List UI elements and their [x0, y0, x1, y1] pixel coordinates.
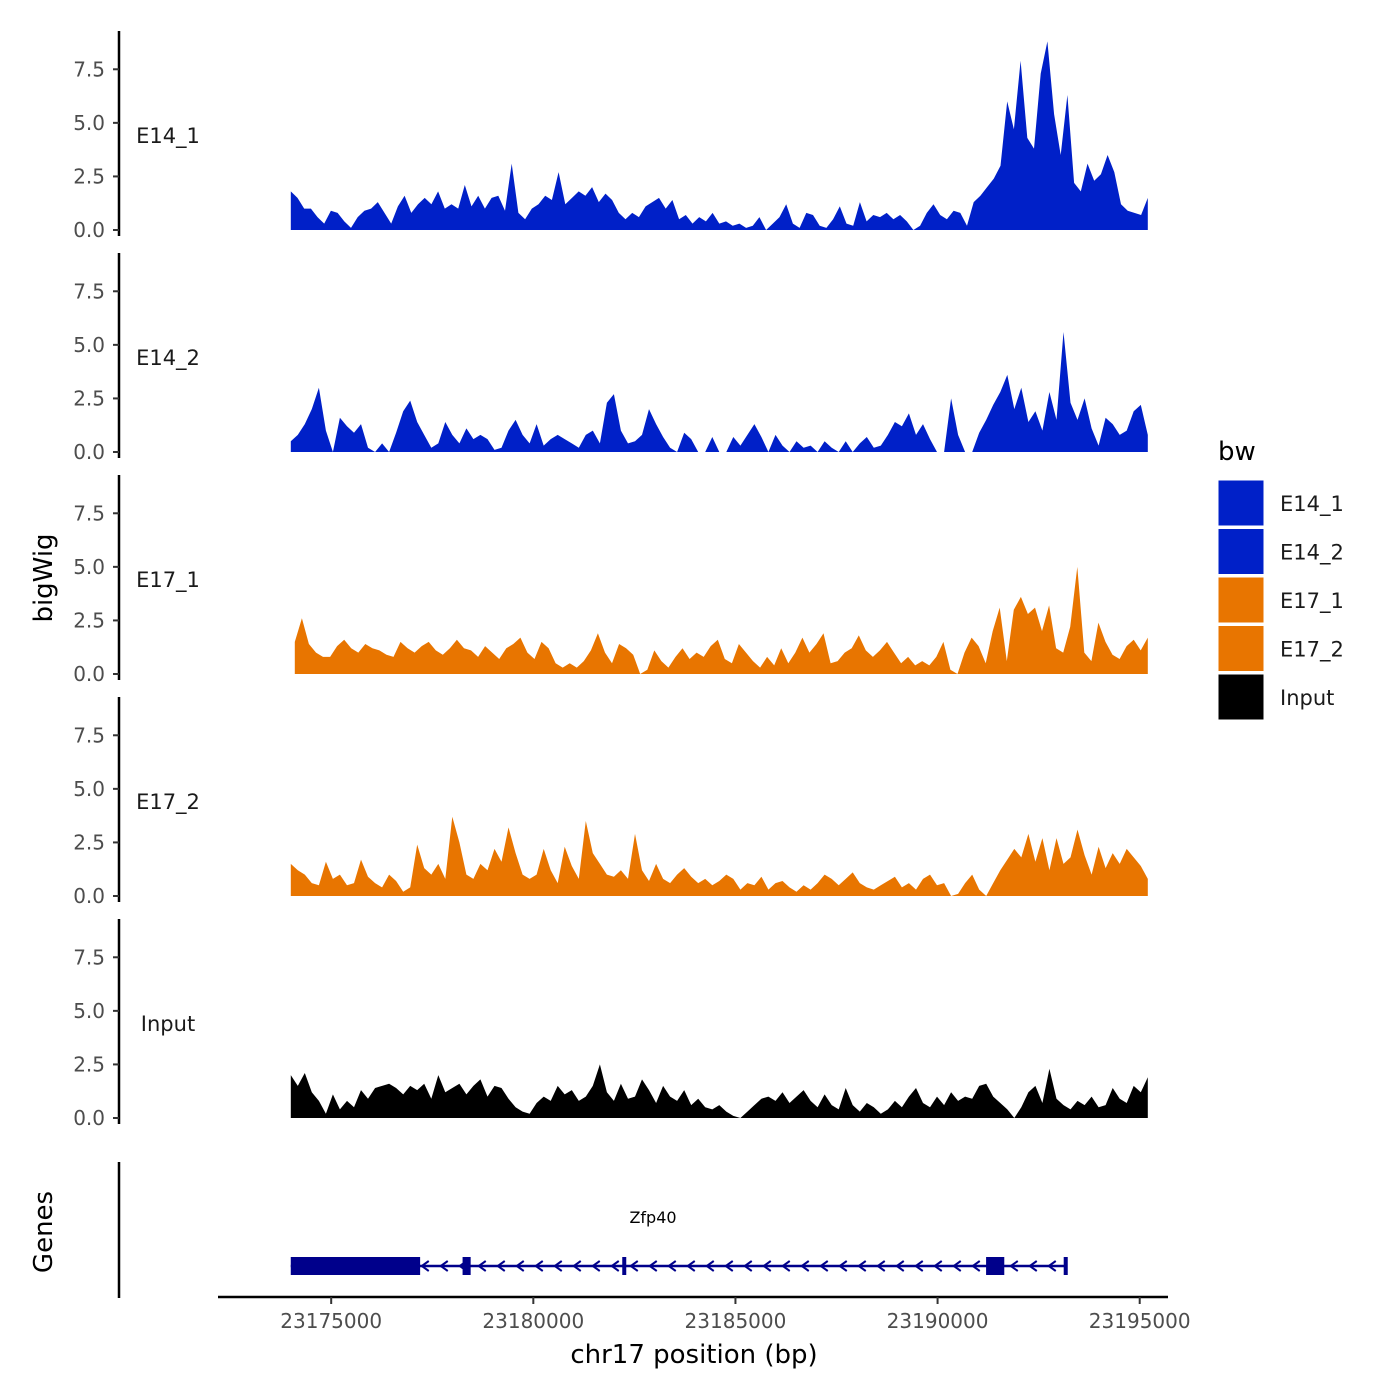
gene-exon-small: [622, 1257, 627, 1275]
y-tick-label: 7.5: [73, 723, 105, 747]
track-label: Input: [141, 1012, 195, 1036]
strand-arrow: [477, 1260, 487, 1272]
strand-arrow: [610, 1260, 620, 1272]
strand-arrow: [534, 1260, 544, 1272]
strand-arrow: [838, 1260, 848, 1272]
x-tick-label: 23185000: [685, 1309, 787, 1333]
strand-arrow: [952, 1260, 962, 1272]
y-tick-label: 7.5: [73, 945, 105, 969]
legend-key-e17_1: [1217, 576, 1265, 624]
strand-arrow: [420, 1260, 430, 1272]
strand-arrow: [667, 1260, 677, 1272]
x-tick-label: 23175000: [280, 1309, 382, 1333]
strand-arrow: [971, 1260, 981, 1272]
legend-label: E17_1: [1280, 589, 1344, 614]
y-tick-label: 0.0: [73, 440, 105, 464]
signal-area-e17_1: [294, 566, 1148, 674]
legend-label: E17_2: [1280, 638, 1344, 663]
y-tick-label: 2.5: [73, 164, 105, 188]
signal-area-input: [290, 1064, 1148, 1118]
track-label: E14_2: [136, 346, 200, 371]
track-input: 0.0 2.5 5.0 7.5 Input: [73, 919, 1148, 1130]
gene-exon: [986, 1257, 1005, 1275]
legend-key-e14_1: [1217, 479, 1265, 527]
y-tick-label: 0.0: [73, 884, 105, 908]
x-tick-label: 23180000: [482, 1309, 584, 1333]
genes-panel: Zfp40: [117, 1162, 1068, 1298]
gene-exon: [462, 1257, 471, 1275]
strand-arrow: [439, 1260, 449, 1272]
strand-arrow: [496, 1260, 506, 1272]
strand-arrow: [553, 1260, 563, 1272]
strand-arrow: [781, 1260, 791, 1272]
strand-arrow: [819, 1260, 829, 1272]
y-tick-label: 5.0: [73, 555, 105, 579]
y-tick-label: 0.0: [73, 218, 105, 242]
legend-key-e17_2: [1217, 625, 1265, 672]
strand-arrow: [648, 1260, 658, 1272]
signal-area-e14_1: [290, 41, 1148, 231]
strand-arrow: [705, 1260, 715, 1272]
strand-arrow: [762, 1260, 772, 1272]
strand-arrow: [1047, 1260, 1057, 1272]
bigwig-tracks: 0.0 2.5 5.0 7.5 E14_1 0.0 2.5 5.0 7.5 E14_2 0.0 2.5…: [73, 31, 1148, 1130]
strand-arrow: [572, 1260, 582, 1272]
track-label: E17_2: [136, 790, 200, 815]
signal-area-e14_2: [290, 332, 1148, 452]
legend-title: bw: [1218, 437, 1256, 467]
y-tick-label: 7.5: [73, 279, 105, 303]
signal-area-e17_2: [290, 816, 1148, 896]
x-tick-label: 23190000: [887, 1309, 989, 1333]
legend-label: Input: [1280, 686, 1334, 710]
legend-key-input: [1217, 673, 1265, 721]
y-tick-label: 2.5: [73, 386, 105, 410]
legend-key-e14_2: [1217, 528, 1265, 575]
y-tick-label: 5.0: [73, 999, 105, 1023]
genes-axis-title: Genes: [29, 1191, 59, 1273]
x-tick-label: 23195000: [1089, 1309, 1191, 1333]
legend: bw E14_1 E14_2 E17_1 E17_2 Input: [1217, 437, 1344, 721]
y-tick-label: 7.5: [73, 501, 105, 525]
y-tick-label: 2.5: [73, 608, 105, 632]
y-tick-label: 7.5: [73, 57, 105, 81]
strand-arrow: [591, 1260, 601, 1272]
legend-label: E14_1: [1280, 492, 1344, 517]
strand-arrow: [629, 1260, 639, 1272]
strand-arrow: [743, 1260, 753, 1272]
legend-label: E14_2: [1280, 541, 1344, 566]
track-e17_2: 0.0 2.5 5.0 7.5 E17_2: [73, 697, 1148, 908]
y-axis-title: bigWig: [29, 533, 59, 622]
strand-arrow: [914, 1260, 924, 1272]
track-e14_2: 0.0 2.5 5.0 7.5 E14_2: [73, 253, 1148, 464]
y-tick-label: 5.0: [73, 777, 105, 801]
strand-arrow: [724, 1260, 734, 1272]
strand-arrow: [895, 1260, 905, 1272]
gene-exon-small: [1063, 1257, 1068, 1275]
y-tick-label: 0.0: [73, 662, 105, 686]
x-axis: 23175000 23180000 23185000 23190000 23195000: [218, 1295, 1191, 1333]
track-e14_1: 0.0 2.5 5.0 7.5 E14_1: [73, 31, 1148, 242]
strand-arrow: [686, 1260, 696, 1272]
strand-arrow: [1009, 1260, 1019, 1272]
strand-arrow: [857, 1260, 867, 1272]
track-label: E17_1: [136, 568, 200, 593]
track-label: E14_1: [136, 124, 200, 149]
y-tick-label: 2.5: [73, 830, 105, 854]
strand-arrow: [933, 1260, 943, 1272]
strand-arrow: [800, 1260, 810, 1272]
x-axis-title: chr17 position (bp): [570, 1340, 817, 1370]
y-tick-label: 5.0: [73, 333, 105, 357]
gene-name-label: Zfp40: [629, 1208, 676, 1227]
track-e17_1: 0.0 2.5 5.0 7.5 E17_1: [73, 475, 1148, 686]
strand-arrow: [1028, 1260, 1038, 1272]
y-tick-label: 5.0: [73, 111, 105, 135]
strand-arrow: [876, 1260, 886, 1272]
y-tick-label: 0.0: [73, 1106, 105, 1130]
y-tick-label: 2.5: [73, 1052, 105, 1076]
strand-arrow: [515, 1260, 525, 1272]
gene-exon: [290, 1257, 421, 1275]
